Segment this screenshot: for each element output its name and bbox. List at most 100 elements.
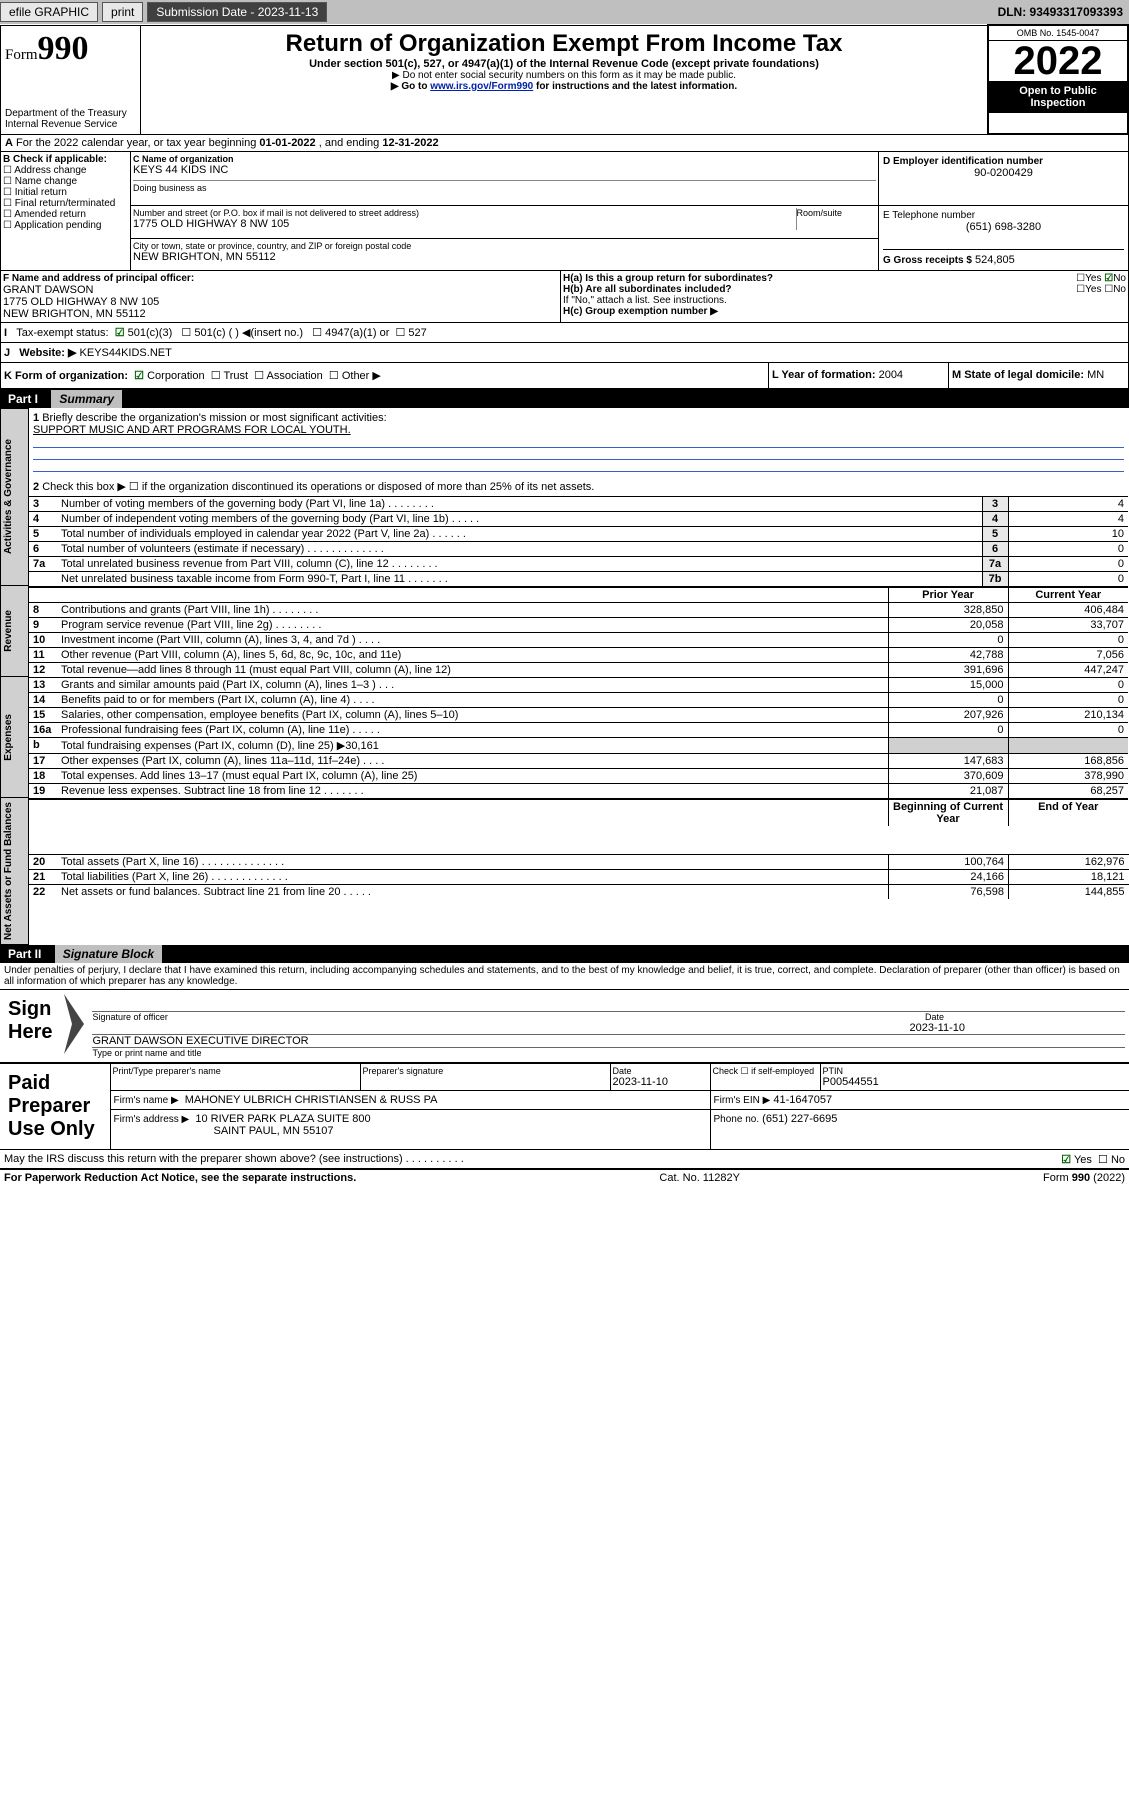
year-formation: 2004: [879, 369, 903, 381]
firm-ein: 41-1647057: [773, 1094, 832, 1106]
g-label: G Gross receipts $: [883, 255, 972, 266]
summary-line: 3Number of voting members of the governi…: [29, 496, 1128, 511]
summary-line: 11Other revenue (Part VIII, column (A), …: [29, 647, 1128, 662]
website: KEYS44KIDS.NET: [80, 347, 172, 359]
dba-label: Doing business as: [133, 180, 876, 193]
f-label: F Name and address of principal officer:: [3, 273, 558, 284]
sig-of-officer-label: Signature of officer: [92, 1012, 925, 1022]
discuss-row: May the IRS discuss this return with the…: [0, 1149, 1129, 1168]
submission-date-button[interactable]: Submission Date - 2023-11-13: [147, 2, 327, 22]
chk-initial-return[interactable]: ☐ Initial return: [3, 187, 128, 198]
prep-sig-label: Preparer's signature: [363, 1066, 608, 1076]
part2-header: Part II Signature Block: [0, 945, 1129, 963]
part2-name: Signature Block: [55, 945, 162, 963]
summary-line: 22Net assets or fund balances. Subtract …: [29, 884, 1129, 899]
part1-table: Activities & Governance 1 Briefly descri…: [0, 408, 1129, 945]
chk-final-return[interactable]: ☐ Final return/terminated: [3, 198, 128, 209]
top-bar: efile GRAPHIC print Submission Date - 20…: [0, 0, 1129, 24]
form-number: 990: [38, 30, 89, 67]
firm-addr-label: Firm's address ▶: [114, 1114, 190, 1125]
col-prior: Prior Year: [888, 587, 1008, 602]
form-title: Return of Organization Exempt From Incom…: [145, 30, 983, 58]
hc-label: H(c) Group exemption number ▶: [563, 306, 1126, 317]
summary-line: Net unrelated business taxable income fr…: [29, 571, 1128, 586]
chk-501c[interactable]: 501(c) ( ) ◀(insert no.): [194, 327, 303, 339]
city-label: City or town, state or province, country…: [133, 241, 876, 251]
summary-line: 17Other expenses (Part IX, column (A), l…: [29, 753, 1128, 768]
chk-application-pending[interactable]: ☐ Application pending: [3, 220, 128, 231]
prep-date-label: Date: [613, 1066, 708, 1076]
chk-address-change[interactable]: ☐ Address change: [3, 165, 128, 176]
ha-label: H(a) Is this a group return for subordin…: [563, 273, 773, 284]
mission-text: SUPPORT MUSIC AND ART PROGRAMS FOR LOCAL…: [33, 424, 351, 436]
footer-left: For Paperwork Reduction Act Notice, see …: [4, 1172, 356, 1184]
self-employed-check[interactable]: Check ☐ if self-employed: [713, 1066, 818, 1077]
line-a-text: For the 2022 calendar year, or tax year …: [16, 137, 259, 149]
line1-label: Briefly describe the organization's miss…: [42, 412, 386, 424]
summary-line: 7aTotal unrelated business revenue from …: [29, 556, 1128, 571]
line2-text: Check this box ▶ ☐ if the organization d…: [42, 481, 594, 493]
form-header: Form990 Department of the Treasury Inter…: [0, 24, 1129, 135]
officer-printed-name: GRANT DAWSON EXECUTIVE DIRECTOR: [92, 1035, 1125, 1047]
print-button[interactable]: print: [102, 2, 143, 22]
discuss-yes[interactable]: Yes: [1074, 1154, 1092, 1166]
summary-line: 19Revenue less expenses. Subtract line 1…: [29, 783, 1128, 798]
chk-amended-return[interactable]: ☐ Amended return: [3, 209, 128, 220]
officer-addr2: NEW BRIGHTON, MN 55112: [3, 308, 558, 320]
summary-line: 18Total expenses. Add lines 13–17 (must …: [29, 768, 1128, 783]
prep-date: 2023-11-10: [613, 1076, 708, 1088]
form-label: Form: [5, 47, 38, 63]
discuss-no[interactable]: No: [1111, 1154, 1125, 1166]
name-title-label: Type or print name and title: [92, 1048, 1125, 1058]
chk-name-change[interactable]: ☐ Name change: [3, 176, 128, 187]
gross-receipts: 524,805: [975, 254, 1015, 266]
officer-group-block: F Name and address of principal officer:…: [0, 271, 1129, 323]
summary-line: 4Number of independent voting members of…: [29, 511, 1128, 526]
chk-501c3[interactable]: 501(c)(3): [128, 327, 173, 339]
instr-2b: for instructions and the latest informat…: [533, 81, 737, 92]
chk-4947[interactable]: 4947(a)(1) or: [325, 327, 389, 339]
org-address: 1775 OLD HIGHWAY 8 NW 105: [133, 218, 796, 230]
summary-line: 8Contributions and grants (Part VIII, li…: [29, 602, 1128, 617]
org-city: NEW BRIGHTON, MN 55112: [133, 251, 876, 263]
form-subtitle: Under section 501(c), 527, or 4947(a)(1)…: [145, 58, 983, 70]
footer-right: Form 990 (2022): [1043, 1172, 1125, 1184]
i-label: Tax-exempt status:: [16, 327, 108, 339]
room-label: Room/suite: [796, 208, 876, 230]
sign-here-label: Sign Here: [0, 990, 60, 1062]
summary-line: 15Salaries, other compensation, employee…: [29, 707, 1128, 722]
summary-line: 20Total assets (Part X, line 16) . . . .…: [29, 854, 1129, 869]
vtab-governance: Activities & Governance: [1, 435, 16, 558]
chk-assoc[interactable]: Association: [267, 370, 323, 382]
vtab-revenue: Revenue: [1, 606, 16, 656]
paid-preparer-label: Paid Preparer Use Only: [0, 1063, 110, 1149]
firm-ein-label: Firm's EIN ▶: [714, 1095, 771, 1106]
dln-text: DLN: 93493317093393: [998, 5, 1129, 19]
b-label: B Check if applicable:: [3, 154, 128, 165]
line-a: A For the 2022 calendar year, or tax yea…: [0, 135, 1129, 152]
chk-other[interactable]: Other ▶: [342, 370, 381, 382]
summary-line: 9Program service revenue (Part VIII, lin…: [29, 617, 1128, 632]
d-label: D Employer identification number: [883, 156, 1124, 167]
ptin: P00544551: [823, 1076, 1128, 1088]
klm-row: K Form of organization: ☑ Corporation ☐ …: [0, 363, 1129, 390]
officer-name: GRANT DAWSON: [3, 284, 558, 296]
addr-label: Number and street (or P.O. box if mail i…: [133, 208, 796, 218]
summary-line: bTotal fundraising expenses (Part IX, co…: [29, 737, 1128, 753]
dept-treasury: Department of the Treasury: [5, 108, 136, 119]
efile-button[interactable]: efile GRAPHIC: [0, 2, 98, 22]
part1-name: Summary: [51, 390, 122, 408]
year-end: 12-31-2022: [382, 137, 438, 149]
tax-status-row: I Tax-exempt status: ☑ 501(c)(3) ☐ 501(c…: [0, 323, 1129, 363]
instr-link[interactable]: www.irs.gov/Form990: [430, 81, 533, 92]
summary-line: 16aProfessional fundraising fees (Part I…: [29, 722, 1128, 737]
col-beginning: Beginning of Current Year: [888, 799, 1008, 826]
sign-here-block: Sign Here Signature of officer Date 2023…: [0, 990, 1129, 1062]
tax-year: 2022: [989, 41, 1127, 81]
chk-trust[interactable]: Trust: [223, 370, 248, 382]
instr-2a: ▶ Go to: [391, 81, 430, 92]
chk-527[interactable]: 527: [408, 327, 426, 339]
h-ifno: If "No," attach a list. See instructions…: [563, 295, 1126, 306]
chk-corp[interactable]: Corporation: [147, 370, 204, 382]
firm-name: MAHONEY ULBRICH CHRISTIANSEN & RUSS PA: [185, 1094, 438, 1106]
